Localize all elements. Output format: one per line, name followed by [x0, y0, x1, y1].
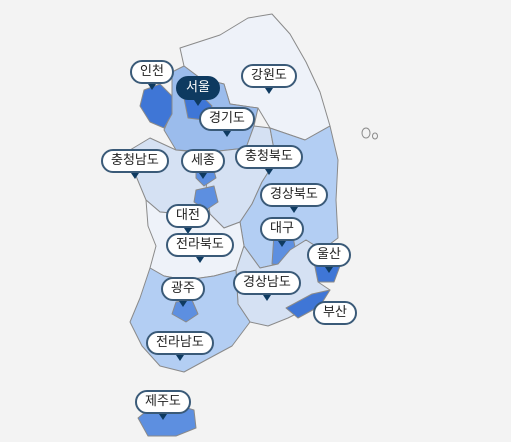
region-label: 광주: [161, 277, 205, 301]
pointer-icon: [147, 84, 156, 90]
label-jeju[interactable]: 제주도: [135, 390, 191, 420]
pointer-icon: [222, 131, 231, 137]
pointer-icon: [158, 414, 167, 420]
region-label: 경상남도: [233, 271, 301, 295]
region-label: 충청남도: [101, 149, 169, 173]
pointer-icon: [277, 241, 286, 247]
label-busan[interactable]: 부산: [313, 301, 357, 325]
region-label: 강원도: [241, 64, 297, 88]
label-seoul[interactable]: 서울: [176, 76, 220, 106]
label-gangwon[interactable]: 강원도: [241, 64, 297, 94]
region-label: 제주도: [135, 390, 191, 414]
label-daegu[interactable]: 대구: [260, 217, 304, 247]
region-label: 대전: [166, 204, 210, 228]
label-chungnam[interactable]: 충청남도: [101, 149, 169, 179]
label-gyeongbuk[interactable]: 경상북도: [260, 183, 328, 213]
label-daejeon[interactable]: 대전: [166, 204, 210, 234]
region-incheon[interactable]: [139, 83, 173, 129]
label-incheon[interactable]: 인천: [130, 60, 174, 90]
region-label: 울산: [307, 243, 351, 267]
label-gyeonggi[interactable]: 경기도: [199, 107, 255, 137]
pointer-icon: [183, 228, 192, 234]
label-jeonnam[interactable]: 전라남도: [146, 331, 214, 361]
pointer-icon: [324, 267, 333, 273]
region-label: 세종: [181, 149, 225, 173]
region-label: 부산: [313, 301, 357, 325]
pointer-icon: [130, 173, 139, 179]
label-gyeongnam[interactable]: 경상남도: [233, 271, 301, 301]
pointer-icon: [175, 355, 184, 361]
region-label: 경기도: [199, 107, 255, 131]
pointer-icon: [198, 173, 207, 179]
region-label: 경상북도: [260, 183, 328, 207]
region-label: 서울: [176, 76, 220, 100]
label-gwangju[interactable]: 광주: [161, 277, 205, 307]
pointer-icon: [195, 257, 204, 263]
pointer-icon: [262, 295, 271, 301]
region-label: 대구: [260, 217, 304, 241]
label-ulsan[interactable]: 울산: [307, 243, 351, 273]
region-label: 전라남도: [146, 331, 214, 355]
pointer-icon: [264, 169, 273, 175]
region-busan[interactable]: [285, 289, 331, 319]
region-label: 충청북도: [235, 145, 303, 169]
pointer-icon: [193, 100, 202, 106]
ulleung-islets: [361, 127, 378, 140]
label-chungbuk[interactable]: 충청북도: [235, 145, 303, 175]
region-label: 인천: [130, 60, 174, 84]
pointer-icon: [289, 207, 298, 213]
label-sejong[interactable]: 세종: [181, 149, 225, 179]
pointer-icon: [178, 301, 187, 307]
pointer-icon: [264, 88, 273, 94]
region-label: 전라북도: [166, 233, 234, 257]
label-jeonbuk[interactable]: 전라북도: [166, 233, 234, 263]
